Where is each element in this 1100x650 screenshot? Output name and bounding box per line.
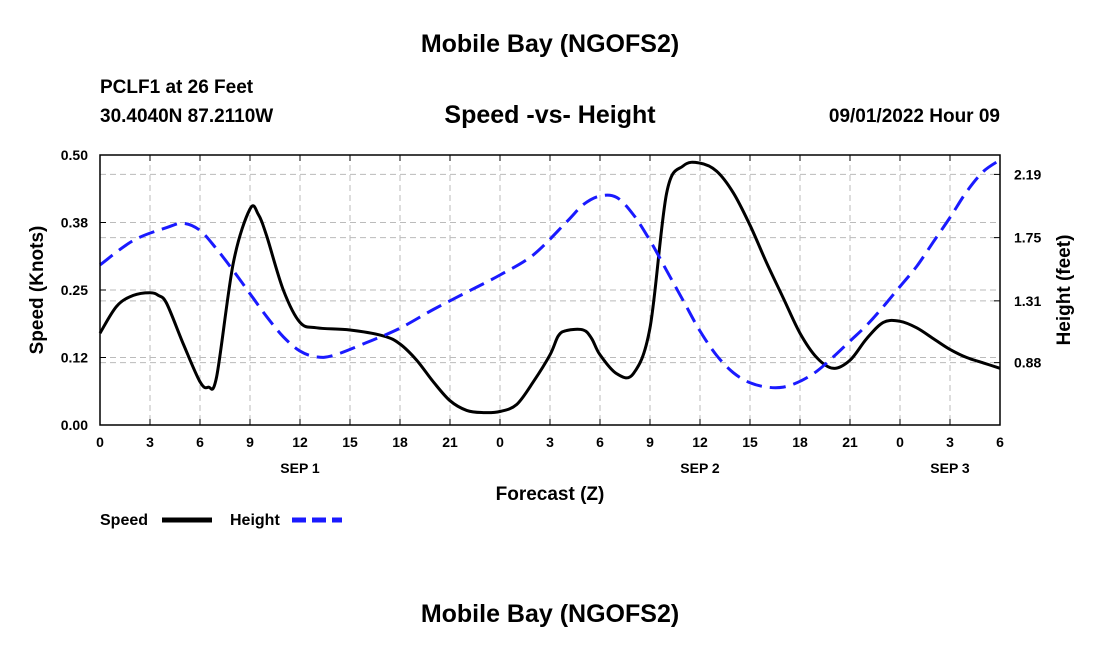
grid xyxy=(100,155,1000,425)
x-tick-label: 0 xyxy=(96,434,104,450)
y2-tick-label: 2.19 xyxy=(1014,166,1041,182)
y-tick-label: 0.50 xyxy=(61,147,88,163)
coordinates-label: 30.4040N 87.2110W xyxy=(100,106,274,127)
x-tick-label: 15 xyxy=(342,434,358,450)
date-label: SEP 1 xyxy=(280,460,320,476)
x-tick-label: 6 xyxy=(996,434,1004,450)
x-tick-label: 21 xyxy=(442,434,458,450)
x-tick-label: 6 xyxy=(596,434,604,450)
x-tick-label: 18 xyxy=(392,434,408,450)
x-tick-label: 3 xyxy=(146,434,154,450)
legend-speed-label: Speed xyxy=(100,512,148,529)
y-tick-label: 0.12 xyxy=(61,350,88,366)
series-line-speed xyxy=(98,160,1001,415)
x-tick-label: 15 xyxy=(742,434,758,450)
x-tick-label: 6 xyxy=(196,434,204,450)
chart-subtitle: Speed -vs- Height xyxy=(444,101,656,129)
axis-ticks: 0 3 6 9 12 15 18 21 0 3 6 9 12 15 18 21 0 3 6 0.00 0.12 0.25 0… xyxy=(61,147,1042,476)
x-tick-label: 3 xyxy=(546,434,554,450)
chart-title: Mobile Bay (NGOFS2) xyxy=(420,30,680,58)
y2-axis-label: Height (feet) xyxy=(1054,235,1075,346)
y-tick-label: 0.38 xyxy=(61,215,88,231)
x-tick-label: 12 xyxy=(292,434,308,450)
series-line-height xyxy=(99,158,1001,390)
legend: Speed Height xyxy=(100,512,342,529)
x-tick-label: 0 xyxy=(896,434,904,450)
y-tick-label: 0.25 xyxy=(61,282,88,298)
x-tick-label: 21 xyxy=(842,434,858,450)
station-label: PCLF1 at 26 Feet xyxy=(100,77,254,98)
y2-tick-label: 0.88 xyxy=(1014,355,1041,371)
footer-title: Mobile Bay (NGOFS2) xyxy=(420,600,680,628)
x-tick-label: 9 xyxy=(246,434,254,450)
date-label: SEP 3 xyxy=(930,460,970,476)
series-layer xyxy=(98,158,1001,415)
x-tick-label: 3 xyxy=(946,434,954,450)
legend-height-label: Height xyxy=(230,512,280,529)
date-label: SEP 2 xyxy=(680,460,720,476)
y-tick-label: 0.00 xyxy=(61,417,88,433)
x-tick-label: 9 xyxy=(646,434,654,450)
forecast-datetime: 09/01/2022 Hour 09 xyxy=(828,106,1000,127)
x-tick-label: 18 xyxy=(792,434,808,450)
x-tick-label: 12 xyxy=(692,434,708,450)
y-axis-label: Speed (Knots) xyxy=(27,226,48,355)
x-axis-label: Forecast (Z) xyxy=(496,484,605,505)
y2-tick-label: 1.75 xyxy=(1014,230,1041,246)
x-tick-label: 0 xyxy=(496,434,504,450)
y2-tick-label: 1.31 xyxy=(1014,293,1041,309)
